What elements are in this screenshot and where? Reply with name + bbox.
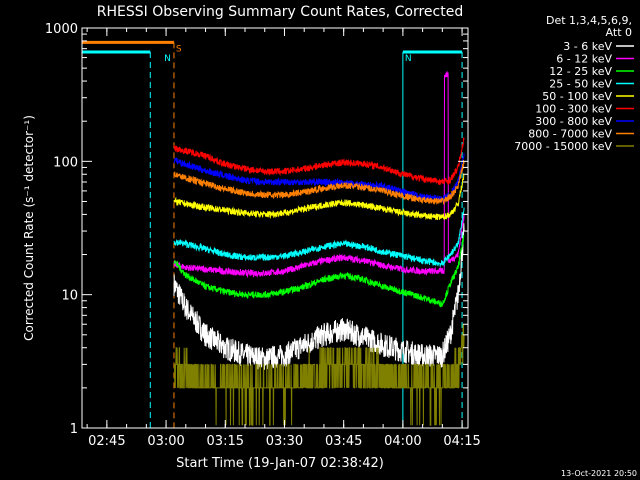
series-line-50to100keV — [173, 173, 465, 221]
x-tick-label: 03:15 — [207, 434, 244, 449]
legend-label: 7000 - 15000 keV — [514, 140, 612, 153]
x-axis-label: Start Time (19-Jan-07 02:38:42) — [176, 456, 384, 471]
x-tick-label: 04:15 — [443, 434, 480, 449]
series-line-7000to15000keV — [174, 324, 465, 426]
legend-label: 12 - 25 keV — [549, 65, 612, 78]
x-tick-label: 04:00 — [384, 434, 421, 449]
x-tick-label: 03:45 — [325, 434, 362, 449]
series-line-100to300keV — [173, 137, 465, 186]
series-line-6to12keV — [173, 71, 465, 279]
x-tick-label: 03:00 — [147, 434, 184, 449]
legend-label: 3 - 6 keV — [563, 40, 612, 53]
x-tick-label: 02:45 — [88, 434, 125, 449]
series-line-800to7000keV — [173, 160, 465, 206]
legend-label: 25 - 50 keV — [549, 78, 612, 91]
y-tick-label: 10 — [61, 289, 78, 304]
series-line-12to25keV — [173, 234, 465, 308]
legend-label: 6 - 12 keV — [556, 53, 612, 66]
y-axis-label: Corrected Count Rate (s⁻¹ detector⁻¹) — [22, 115, 36, 341]
x-tick-label: 03:30 — [266, 434, 303, 449]
y-tick-label: 1000 — [45, 22, 78, 37]
legend-header: Det 1,3,4,5,6,9, — [546, 14, 632, 27]
annotation-label: N — [164, 54, 171, 64]
y-tick-label: 100 — [53, 155, 78, 170]
annotation-0: N — [82, 50, 171, 428]
y-axis: 1 10 100 1000 — [45, 22, 468, 437]
chart-title: RHESSI Observing Summary Count Rates, Co… — [97, 4, 463, 20]
x-axis: 02:45 03:00 03:15 03:30 03:45 04:00 04:15 — [86, 28, 481, 449]
series-line-300to800keV — [173, 153, 465, 203]
legend-label: 300 - 800 keV — [535, 115, 612, 128]
legend-label: 100 - 300 keV — [535, 103, 612, 116]
annotation-label: S — [176, 44, 182, 54]
plot-area: NSN — [82, 40, 465, 428]
legend-header: Att 0 — [606, 26, 632, 39]
series-line-25to50keV — [173, 207, 465, 267]
legend-label: 800 - 7000 keV — [528, 128, 612, 141]
annotation-1: S — [82, 40, 182, 428]
y-tick-label: 1 — [70, 422, 78, 437]
plot-frame — [81, 27, 469, 429]
annotation-label: N — [405, 54, 412, 64]
series-line-3to6keV — [173, 223, 465, 370]
footer-timestamp: 13-Oct-2021 20:50 — [561, 469, 637, 478]
legend-label: 50 - 100 keV — [542, 90, 612, 103]
